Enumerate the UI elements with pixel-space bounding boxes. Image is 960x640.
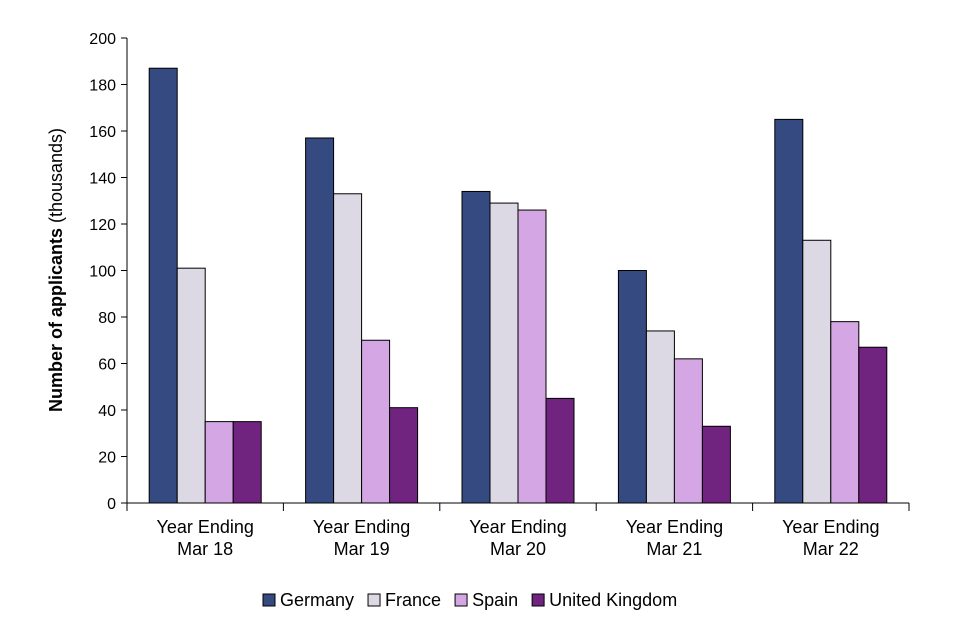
legend-label-france: France xyxy=(385,590,441,610)
bars-group xyxy=(148,67,888,504)
y-tick-label: 20 xyxy=(98,450,116,467)
bar-united-kingdom-1 xyxy=(389,407,419,504)
legend-label-spain: Spain xyxy=(472,590,518,610)
bar-united-kingdom-0 xyxy=(232,421,262,504)
y-tick-label: 200 xyxy=(89,31,116,48)
x-categories-group: Year Ending Mar 18 Year Ending Mar 19 Year E… xyxy=(156,517,879,559)
y-tick-label: 80 xyxy=(98,310,116,327)
y-axis-label-bold: Number of applicants xyxy=(46,228,66,412)
y-ticks-group: 0 20 40 60 80 100 120 140 160 180 200 xyxy=(89,31,127,513)
y-tick-label: 40 xyxy=(98,403,116,420)
bar-germany-1 xyxy=(305,137,335,504)
bar-germany-0 xyxy=(148,67,178,504)
y-tick-label: 100 xyxy=(89,264,116,281)
bar-france-2 xyxy=(489,202,519,504)
bar-france-3 xyxy=(645,330,675,504)
bar-germany-3 xyxy=(617,270,647,504)
bar-united-kingdom-4 xyxy=(858,346,888,504)
bar-germany-4 xyxy=(774,118,804,504)
x-category-label: Year Ending Mar 22 xyxy=(782,517,879,559)
legend-swatch-germany xyxy=(262,593,276,607)
legend-swatch-spain xyxy=(454,593,468,607)
x-category-label: Year Ending Mar 19 xyxy=(313,517,410,559)
y-tick-label: 140 xyxy=(89,171,116,188)
bar-france-4 xyxy=(802,239,832,504)
bar-france-0 xyxy=(176,267,206,504)
bar-germany-2 xyxy=(461,190,491,504)
y-axis-label: Number of applicants (thousands) xyxy=(46,128,66,412)
bar-spain-2 xyxy=(517,209,547,504)
bar-united-kingdom-2 xyxy=(545,397,575,504)
bar-united-kingdom-3 xyxy=(701,425,731,504)
y-tick-label: 60 xyxy=(98,357,116,374)
bar-spain-1 xyxy=(361,339,391,504)
legend-label-germany: Germany xyxy=(280,590,354,610)
y-axis-label-rest: (thousands) xyxy=(46,128,66,228)
bar-spain-4 xyxy=(830,321,860,504)
y-tick-label: 120 xyxy=(89,217,116,234)
bar-france-1 xyxy=(333,193,363,504)
x-category-label: Year Ending Mar 21 xyxy=(626,517,723,559)
bar-spain-3 xyxy=(673,358,703,504)
y-tick-label: 0 xyxy=(107,496,116,513)
legend: Germany France Spain United Kingdom xyxy=(262,590,677,610)
x-category-label: Year Ending Mar 18 xyxy=(156,517,253,559)
legend-label-united-kingdom: United Kingdom xyxy=(549,590,677,610)
bar-spain-0 xyxy=(204,421,234,504)
legend-swatch-united-kingdom xyxy=(531,593,545,607)
y-tick-label: 160 xyxy=(89,124,116,141)
x-category-label: Year Ending Mar 20 xyxy=(469,517,566,559)
y-tick-label: 180 xyxy=(89,78,116,95)
legend-swatch-france xyxy=(367,593,381,607)
